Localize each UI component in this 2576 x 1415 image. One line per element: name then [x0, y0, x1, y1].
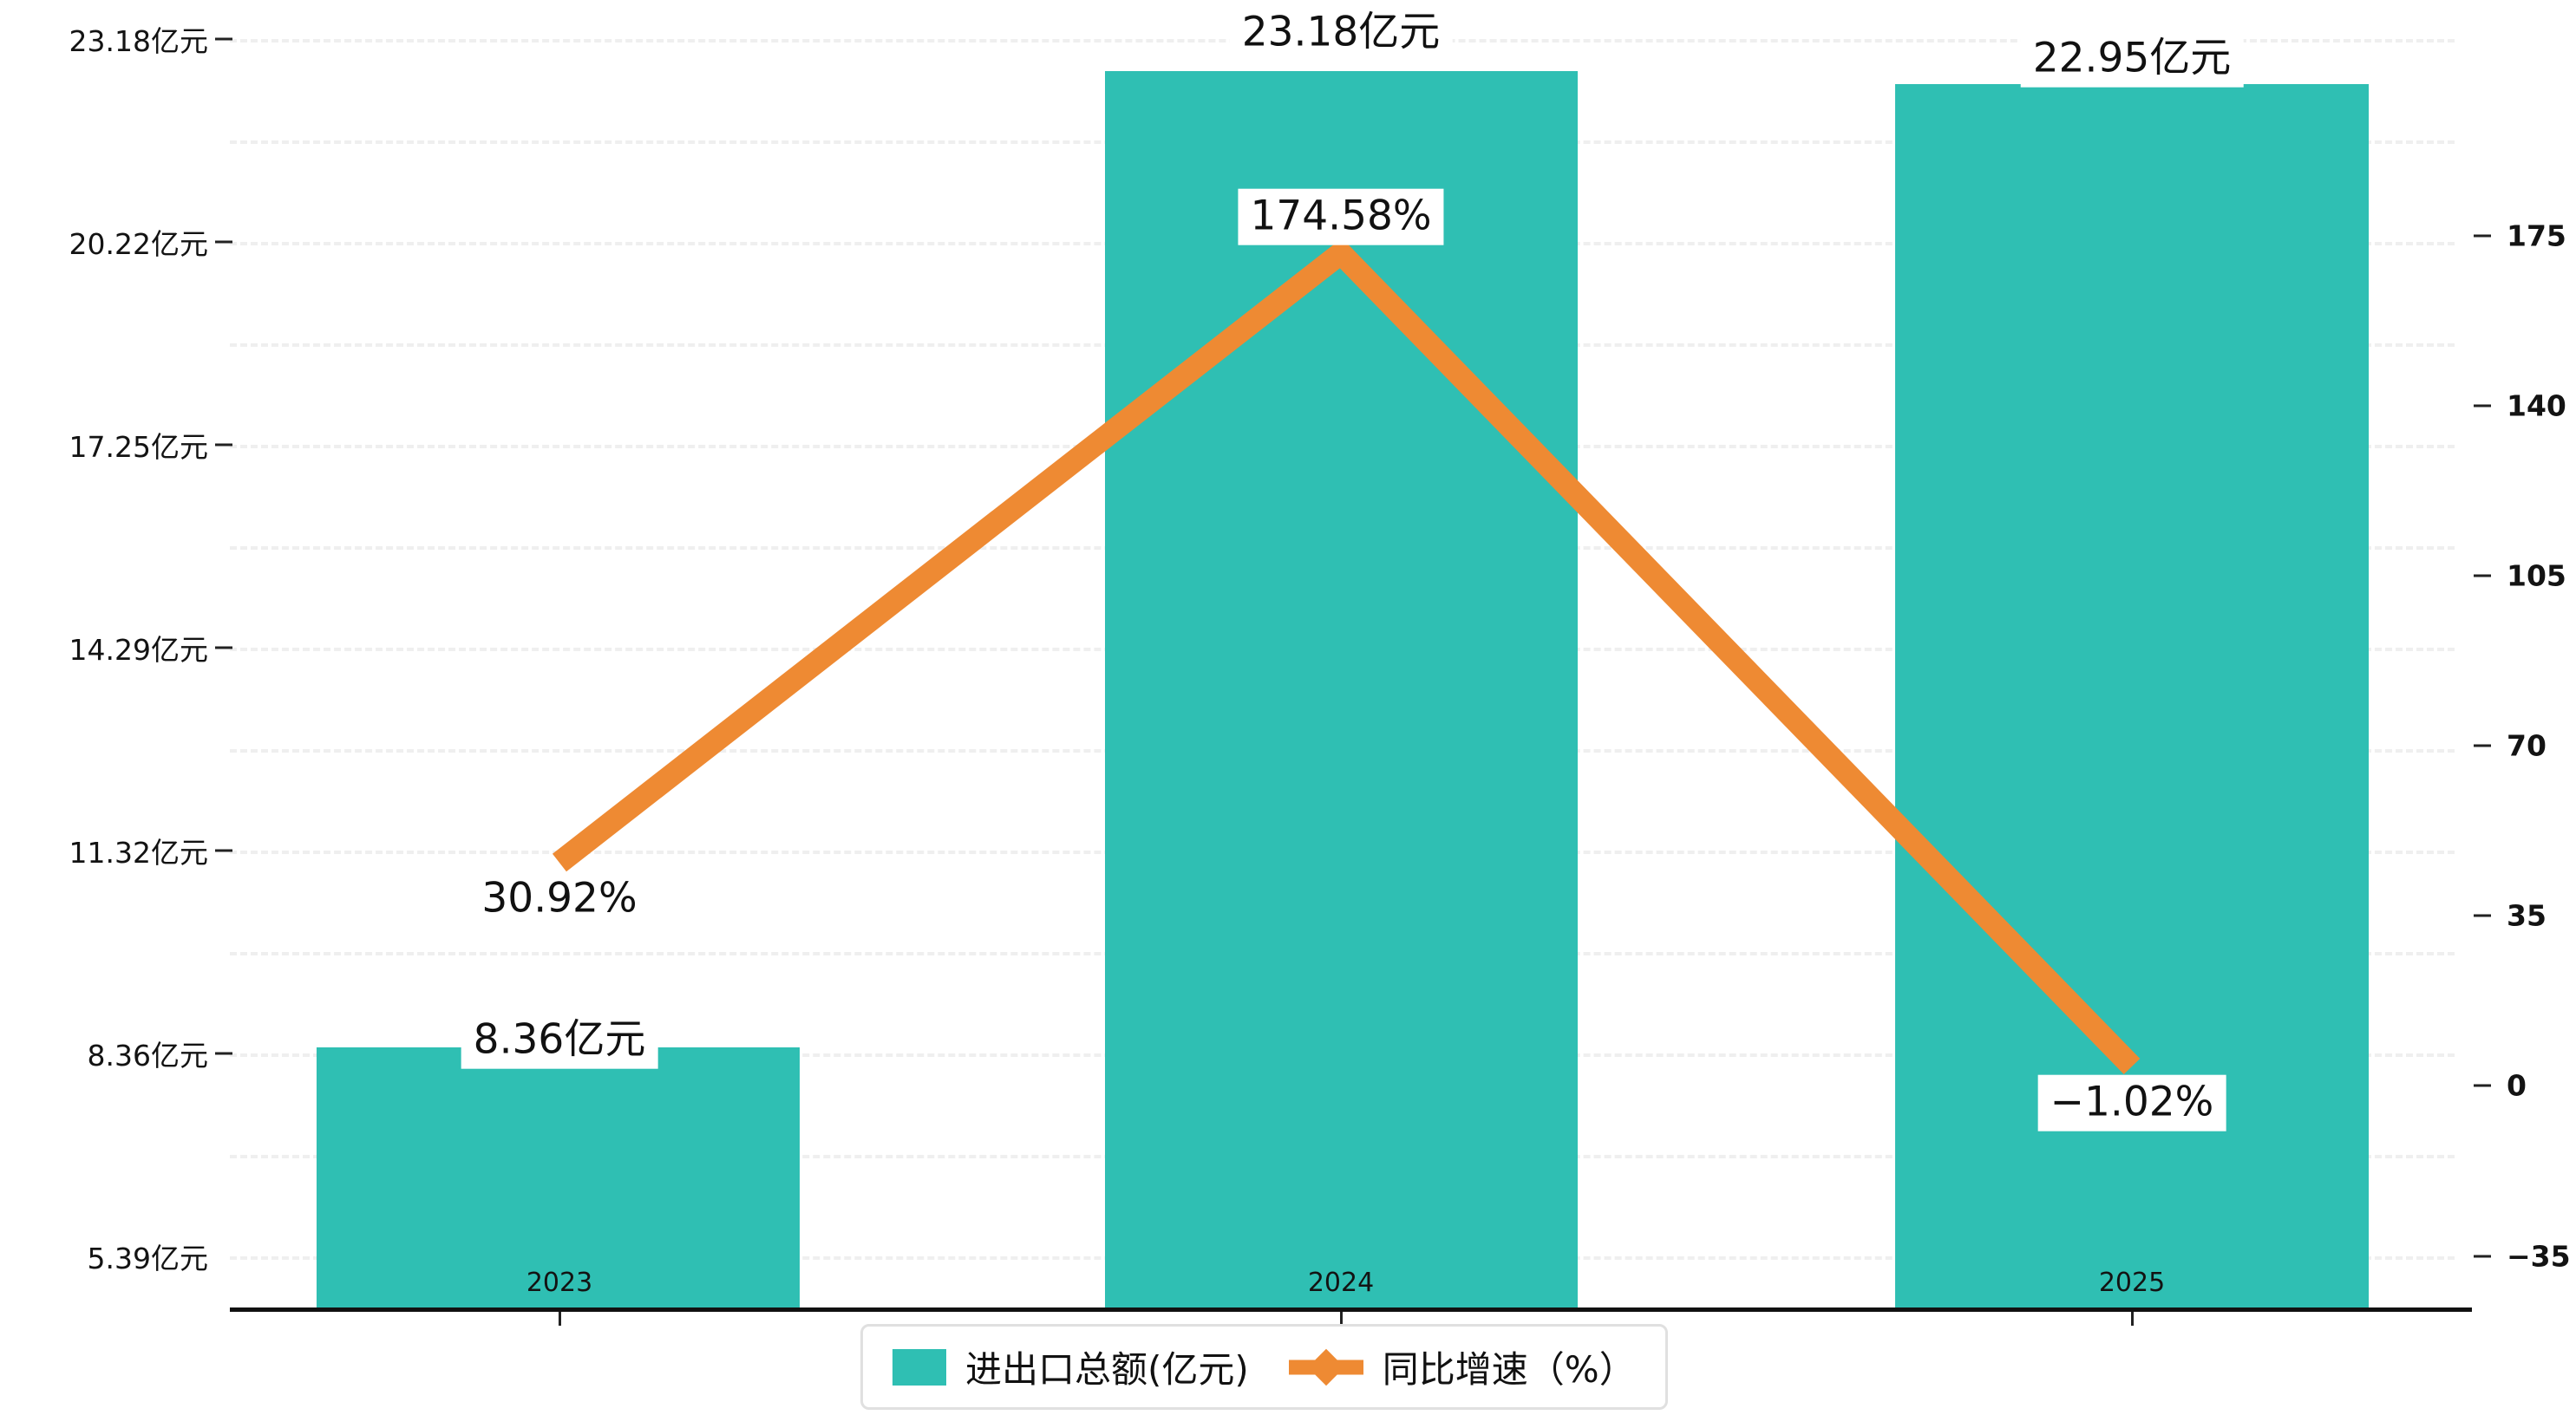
y-axis-left-label: 20.22亿元	[69, 227, 208, 261]
y-axis-left-label: 23.18亿元	[69, 24, 208, 58]
x-axis-label-2023: 2023	[526, 1268, 593, 1298]
bar-2024[interactable]	[1105, 71, 1578, 1309]
y-axis-left-label: 14.29亿元	[69, 633, 208, 667]
y-axis-right-label: −35	[2507, 1239, 2571, 1274]
bar-swatch-icon	[892, 1348, 946, 1386]
y-axis-right-tick	[2474, 914, 2491, 917]
y-axis-right-tick	[2474, 1255, 2491, 1258]
y-axis-left-tick	[215, 849, 232, 852]
y-axis-left-tick	[215, 37, 232, 41]
y-axis-left-tick	[215, 240, 232, 244]
y-axis-right-label: 175	[2507, 218, 2566, 253]
y-axis-right-label: 105	[2507, 558, 2566, 593]
line-marker-icon	[1288, 1348, 1363, 1386]
y-axis-right-tick	[2474, 234, 2491, 238]
legend-label-bar: 进出口总额(亿元)	[965, 1348, 1249, 1391]
y-axis-right-tick	[2474, 574, 2491, 577]
y-axis-left-tick	[215, 646, 232, 649]
y-axis-right-label: 0	[2507, 1068, 2527, 1103]
y-axis-right-label: 35	[2507, 898, 2547, 933]
legend: 进出口总额(亿元) 同比增速（%）	[860, 1324, 1668, 1410]
legend-item-bar[interactable]: 进出口总额(亿元)	[892, 1340, 1249, 1393]
bar-2023[interactable]	[317, 1047, 800, 1309]
y-axis-right-tick	[2474, 744, 2491, 747]
legend-label-line: 同比增速（%）	[1382, 1348, 1636, 1391]
bar-value-label-2025: 22.95亿元	[2020, 30, 2244, 88]
x-axis-tick	[2131, 1312, 2134, 1326]
bar-value-label-2023: 8.36亿元	[461, 1012, 658, 1069]
x-axis-line	[230, 1307, 2472, 1312]
bar-value-label-2024: 23.18亿元	[1229, 4, 1453, 62]
x-axis-tick	[1340, 1312, 1343, 1326]
x-axis-label-2024: 2024	[1307, 1268, 1375, 1298]
y-axis-right-label: 140	[2507, 388, 2566, 423]
x-axis-label-2025: 2025	[2098, 1268, 2166, 1298]
y-axis-right-tick	[2474, 404, 2491, 408]
y-axis-left-label: 8.36亿元	[87, 1039, 208, 1073]
line-value-label-2024: 174.58%	[1238, 188, 1444, 245]
legend-item-line[interactable]: 同比增速（%）	[1288, 1340, 1636, 1393]
x-axis-tick	[559, 1312, 561, 1326]
y-axis-left-label: 11.32亿元	[69, 836, 208, 870]
y-axis-left-tick	[215, 1052, 232, 1055]
y-axis-left-label: 17.25亿元	[69, 430, 208, 464]
line-value-label-2023: 30.92%	[481, 874, 637, 923]
y-axis-left-label: 5.39亿元	[87, 1242, 208, 1275]
y-axis-right-tick	[2474, 1084, 2491, 1087]
line-value-label-2025: −1.02%	[2037, 1074, 2226, 1131]
y-axis-left-tick	[215, 443, 232, 447]
y-axis-right-label: 70	[2507, 728, 2547, 763]
